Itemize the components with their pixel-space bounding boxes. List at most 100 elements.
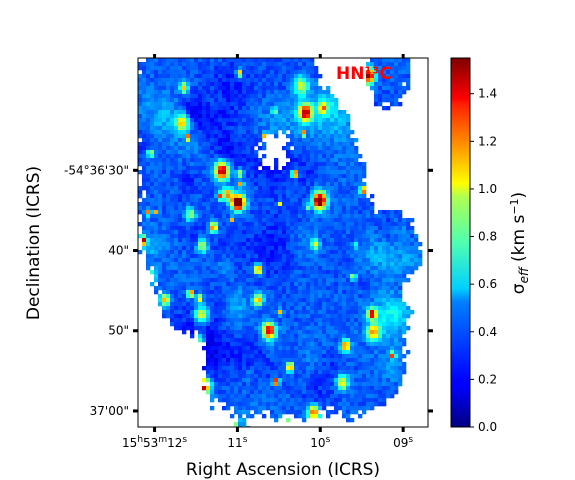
map-pixel xyxy=(386,246,391,251)
map-pixel xyxy=(330,174,335,179)
map-pixel xyxy=(294,90,299,95)
map-pixel xyxy=(306,198,311,203)
map-pixel xyxy=(326,222,331,227)
map-pixel xyxy=(194,154,199,159)
map-pixel xyxy=(290,58,295,63)
map-pixel xyxy=(278,250,283,255)
map-pixel xyxy=(346,202,351,207)
map-pixel xyxy=(330,246,335,251)
map-pixel xyxy=(154,198,159,203)
map-pixel xyxy=(210,150,215,155)
map-pixel xyxy=(278,314,283,319)
map-pixel xyxy=(402,226,407,231)
map-pixel xyxy=(282,70,287,75)
map-pixel xyxy=(178,70,183,75)
map-pixel xyxy=(354,346,359,351)
map-pixel xyxy=(346,258,351,263)
map-pixel xyxy=(322,262,327,267)
map-pixel xyxy=(150,190,155,195)
map-pixel xyxy=(298,126,303,131)
map-pixel xyxy=(146,118,151,123)
map-pixel xyxy=(366,198,371,203)
map-pixel xyxy=(162,214,167,219)
map-pixel xyxy=(190,82,195,87)
map-pixel xyxy=(378,226,383,231)
map-pixel xyxy=(378,210,383,215)
map-pixel xyxy=(202,386,207,391)
map-pixel xyxy=(138,98,143,103)
map-pixel xyxy=(186,166,191,171)
map-pixel xyxy=(298,66,303,71)
map-pixel xyxy=(214,270,219,275)
map-pixel xyxy=(230,338,235,343)
map-pixel xyxy=(206,218,211,223)
map-pixel xyxy=(382,322,387,327)
map-pixel xyxy=(310,234,315,239)
map-pixel xyxy=(282,262,287,267)
map-pixel xyxy=(366,82,371,87)
map-pixel xyxy=(374,302,379,307)
map-pixel xyxy=(250,366,255,371)
map-pixel xyxy=(302,118,307,123)
map-pixel xyxy=(242,78,247,83)
map-pixel xyxy=(278,214,283,219)
map-pixel xyxy=(306,350,311,355)
map-pixel xyxy=(162,66,167,71)
map-pixel xyxy=(386,294,391,299)
map-pixel xyxy=(274,330,279,335)
map-pixel xyxy=(278,326,283,331)
map-pixel xyxy=(154,114,159,119)
map-pixel xyxy=(346,126,351,131)
map-pixel xyxy=(266,374,271,379)
map-pixel xyxy=(402,326,407,331)
map-pixel xyxy=(210,370,215,375)
map-pixel xyxy=(342,346,347,351)
map-pixel xyxy=(238,70,243,75)
map-pixel xyxy=(234,174,239,179)
map-pixel xyxy=(238,334,243,339)
map-pixel xyxy=(154,238,159,243)
map-pixel xyxy=(222,406,227,411)
map-pixel xyxy=(346,170,351,175)
map-pixel xyxy=(266,246,271,251)
map-pixel xyxy=(290,394,295,399)
map-pixel xyxy=(262,130,267,135)
map-pixel xyxy=(310,190,315,195)
map-pixel xyxy=(374,250,379,255)
map-pixel xyxy=(162,222,167,227)
map-pixel xyxy=(330,98,335,103)
map-pixel xyxy=(302,402,307,407)
map-pixel xyxy=(366,314,371,319)
map-pixel xyxy=(206,158,211,163)
map-pixel xyxy=(226,206,231,211)
map-pixel xyxy=(230,346,235,351)
map-pixel xyxy=(222,390,227,395)
map-pixel xyxy=(370,406,375,411)
map-pixel xyxy=(282,294,287,299)
map-pixel xyxy=(302,330,307,335)
map-pixel xyxy=(378,254,383,259)
map-pixel xyxy=(162,162,167,167)
map-pixel xyxy=(150,70,155,75)
map-pixel xyxy=(230,190,235,195)
map-pixel xyxy=(358,222,363,227)
map-pixel xyxy=(322,110,327,115)
map-pixel xyxy=(378,266,383,271)
map-pixel xyxy=(378,290,383,295)
map-pixel xyxy=(238,266,243,271)
map-pixel xyxy=(366,222,371,227)
map-pixel xyxy=(250,90,255,95)
map-pixel xyxy=(150,182,155,187)
map-pixel xyxy=(150,58,155,63)
map-pixel xyxy=(234,318,239,323)
map-pixel xyxy=(266,194,271,199)
map-pixel xyxy=(230,74,235,79)
map-pixel xyxy=(394,366,399,371)
map-pixel xyxy=(294,94,299,99)
map-pixel xyxy=(194,218,199,223)
map-pixel xyxy=(290,190,295,195)
map-pixel xyxy=(254,402,259,407)
map-pixel xyxy=(310,314,315,319)
map-pixel xyxy=(322,366,327,371)
map-pixel xyxy=(266,102,271,107)
